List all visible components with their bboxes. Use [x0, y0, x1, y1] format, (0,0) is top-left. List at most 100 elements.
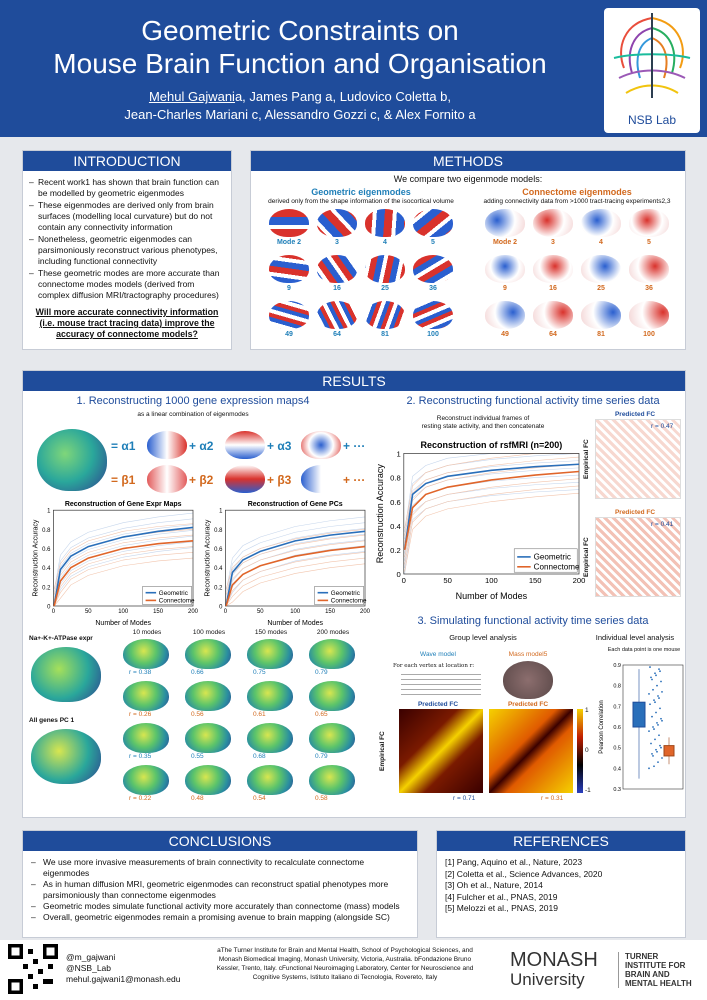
x-tick-label: 100 — [485, 576, 498, 585]
data-point — [652, 755, 654, 757]
lab-name: NSB Lab — [627, 113, 677, 127]
data-point — [651, 715, 653, 718]
data-point — [654, 701, 656, 704]
section-1-subtitle: as a linear combination of eigenmodes — [137, 411, 249, 418]
background-trace — [404, 478, 580, 558]
author-list: Mehul Gajwania, James Pang a, Ludovico C… — [0, 88, 600, 124]
mode-label: Mode 2 — [276, 239, 302, 246]
fc-r-bottom: r = 0.41 — [651, 521, 674, 528]
chart-title: Reconstruction of rsfMRI (n=200) — [421, 440, 563, 450]
data-point — [659, 744, 661, 747]
individual-label: Individual level analysis — [595, 633, 675, 642]
background-trace — [53, 523, 194, 589]
gene-reconstruction-brain — [247, 681, 293, 711]
data-point — [659, 707, 661, 710]
connectome-mode-brain — [485, 209, 525, 237]
connectome-mode-brain — [629, 255, 669, 283]
geometric-mode-brain — [413, 209, 453, 237]
references-heading: REFERENCES — [437, 831, 685, 851]
mode-label: 49 — [501, 331, 509, 338]
gene-r-value: 0.65 — [315, 711, 328, 718]
y-tick-label: 0.5 — [613, 746, 621, 752]
results-heading: RESULTS — [23, 371, 685, 391]
geometric-mode-brain — [269, 301, 309, 329]
connectome-desc: adding connectivity data from >1000 trac… — [483, 198, 671, 205]
section-2-sub-1: Reconstruct individual frames of — [436, 415, 530, 422]
gene-r-value: 0.61 — [253, 711, 266, 718]
background-trace — [225, 516, 366, 592]
geometric-mode-brain — [269, 255, 309, 283]
background-trace — [404, 463, 580, 543]
mode-label: 4 — [383, 239, 387, 246]
y-tick-label: 1 — [47, 509, 51, 515]
y-axis-label: Pearson Correlation — [599, 700, 605, 753]
background-trace — [225, 552, 366, 607]
twitter-handle[interactable]: @NSB_Lab — [66, 963, 112, 973]
geometric-mode-brain — [317, 255, 357, 283]
x-tick-label: 200 — [360, 609, 371, 615]
mode-label: Mode 2 — [492, 239, 518, 246]
legend-label: Connectome — [331, 598, 367, 605]
mode-label: 64 — [333, 331, 341, 338]
plot-frame — [403, 453, 580, 575]
qr-code-icon[interactable] — [8, 944, 58, 994]
connectome-mode-brain — [629, 209, 669, 237]
y-tick-label: 0.6 — [390, 498, 401, 507]
intro-bullet: These eigenmodes are derived only from b… — [29, 200, 225, 233]
predicted-fc-label: Predicted FC — [614, 411, 656, 418]
reference-list: [1] Pang, Aquino et al., Nature, 2023 [2… — [437, 851, 685, 915]
data-point — [658, 668, 660, 671]
geometric-box — [632, 701, 646, 728]
mode-label: 49 — [285, 331, 293, 338]
series-line — [403, 470, 580, 551]
mass-model-brain — [503, 661, 553, 699]
turner-text: BRAIN AND — [625, 970, 670, 979]
intro-bullet: Recent work1 has shown that brain functi… — [29, 177, 225, 199]
gene-r-value: 0.68 — [253, 753, 266, 760]
x-tick-label: 100 — [118, 609, 129, 615]
twitter-handle[interactable]: @m_gajwani — [66, 952, 116, 962]
series-line — [53, 526, 194, 607]
individual-note: Each data point is one mouse — [607, 647, 681, 653]
chart-title: Reconstruction of Gene PCs — [248, 501, 343, 508]
gene-r-value: r = 0.35 — [129, 753, 152, 760]
colorbar — [577, 709, 583, 793]
beta-3: + β3 — [267, 473, 292, 487]
group-label: Group level analysis — [449, 633, 517, 642]
conclusion-bullet: We use more invasive measurements of bra… — [31, 857, 409, 879]
mode-label: 36 — [429, 285, 437, 292]
gene-reconstruction-brain — [185, 639, 231, 669]
mode-label: 81 — [597, 331, 605, 338]
data-point — [653, 765, 655, 768]
gene-r-value: 0.54 — [253, 795, 266, 802]
background-trace — [53, 557, 194, 607]
title-line-2: Mouse Brain Function and Organisation — [53, 48, 547, 79]
email-link[interactable]: mehul.gajwani1@monash.edu — [66, 974, 181, 984]
beta-1: = β1 — [111, 473, 136, 487]
x-tick-label: 0 — [52, 609, 56, 615]
conclusions-panel: CONCLUSIONS We use more invasive measure… — [22, 830, 418, 938]
mode-label: 3 — [335, 239, 339, 246]
mode-label: 4 — [599, 239, 603, 246]
geometric-mode-brain — [269, 209, 309, 237]
empirical-fc-label: Empirical FC — [379, 731, 386, 771]
x-axis-label: Number of Modes — [267, 620, 323, 627]
section-3-title: 3. Simulating functional activity time s… — [417, 615, 649, 627]
gene-r-value: 0.66 — [191, 669, 204, 676]
background-trace — [53, 529, 194, 595]
data-point — [661, 690, 663, 693]
y-tick-label: 1 — [397, 450, 401, 459]
data-point — [655, 674, 657, 677]
data-point — [658, 734, 660, 737]
y-tick-label: 0.2 — [42, 585, 50, 591]
legend-label: Connectome — [159, 598, 195, 605]
intro-bullet: These geometric modes are more accurate … — [29, 268, 225, 301]
data-point — [648, 767, 650, 770]
wave-equation: For each vertex at location r: — [393, 663, 475, 669]
mode-label: 64 — [549, 331, 557, 338]
y-tick-label: 0 — [397, 570, 401, 579]
references-panel: REFERENCES [1] Pang, Aquino et al., Natu… — [436, 830, 686, 938]
geometric-mode-brain — [413, 301, 453, 329]
legend-label: Connectome — [534, 563, 580, 572]
gene-col-label: 150 modes — [254, 629, 288, 636]
